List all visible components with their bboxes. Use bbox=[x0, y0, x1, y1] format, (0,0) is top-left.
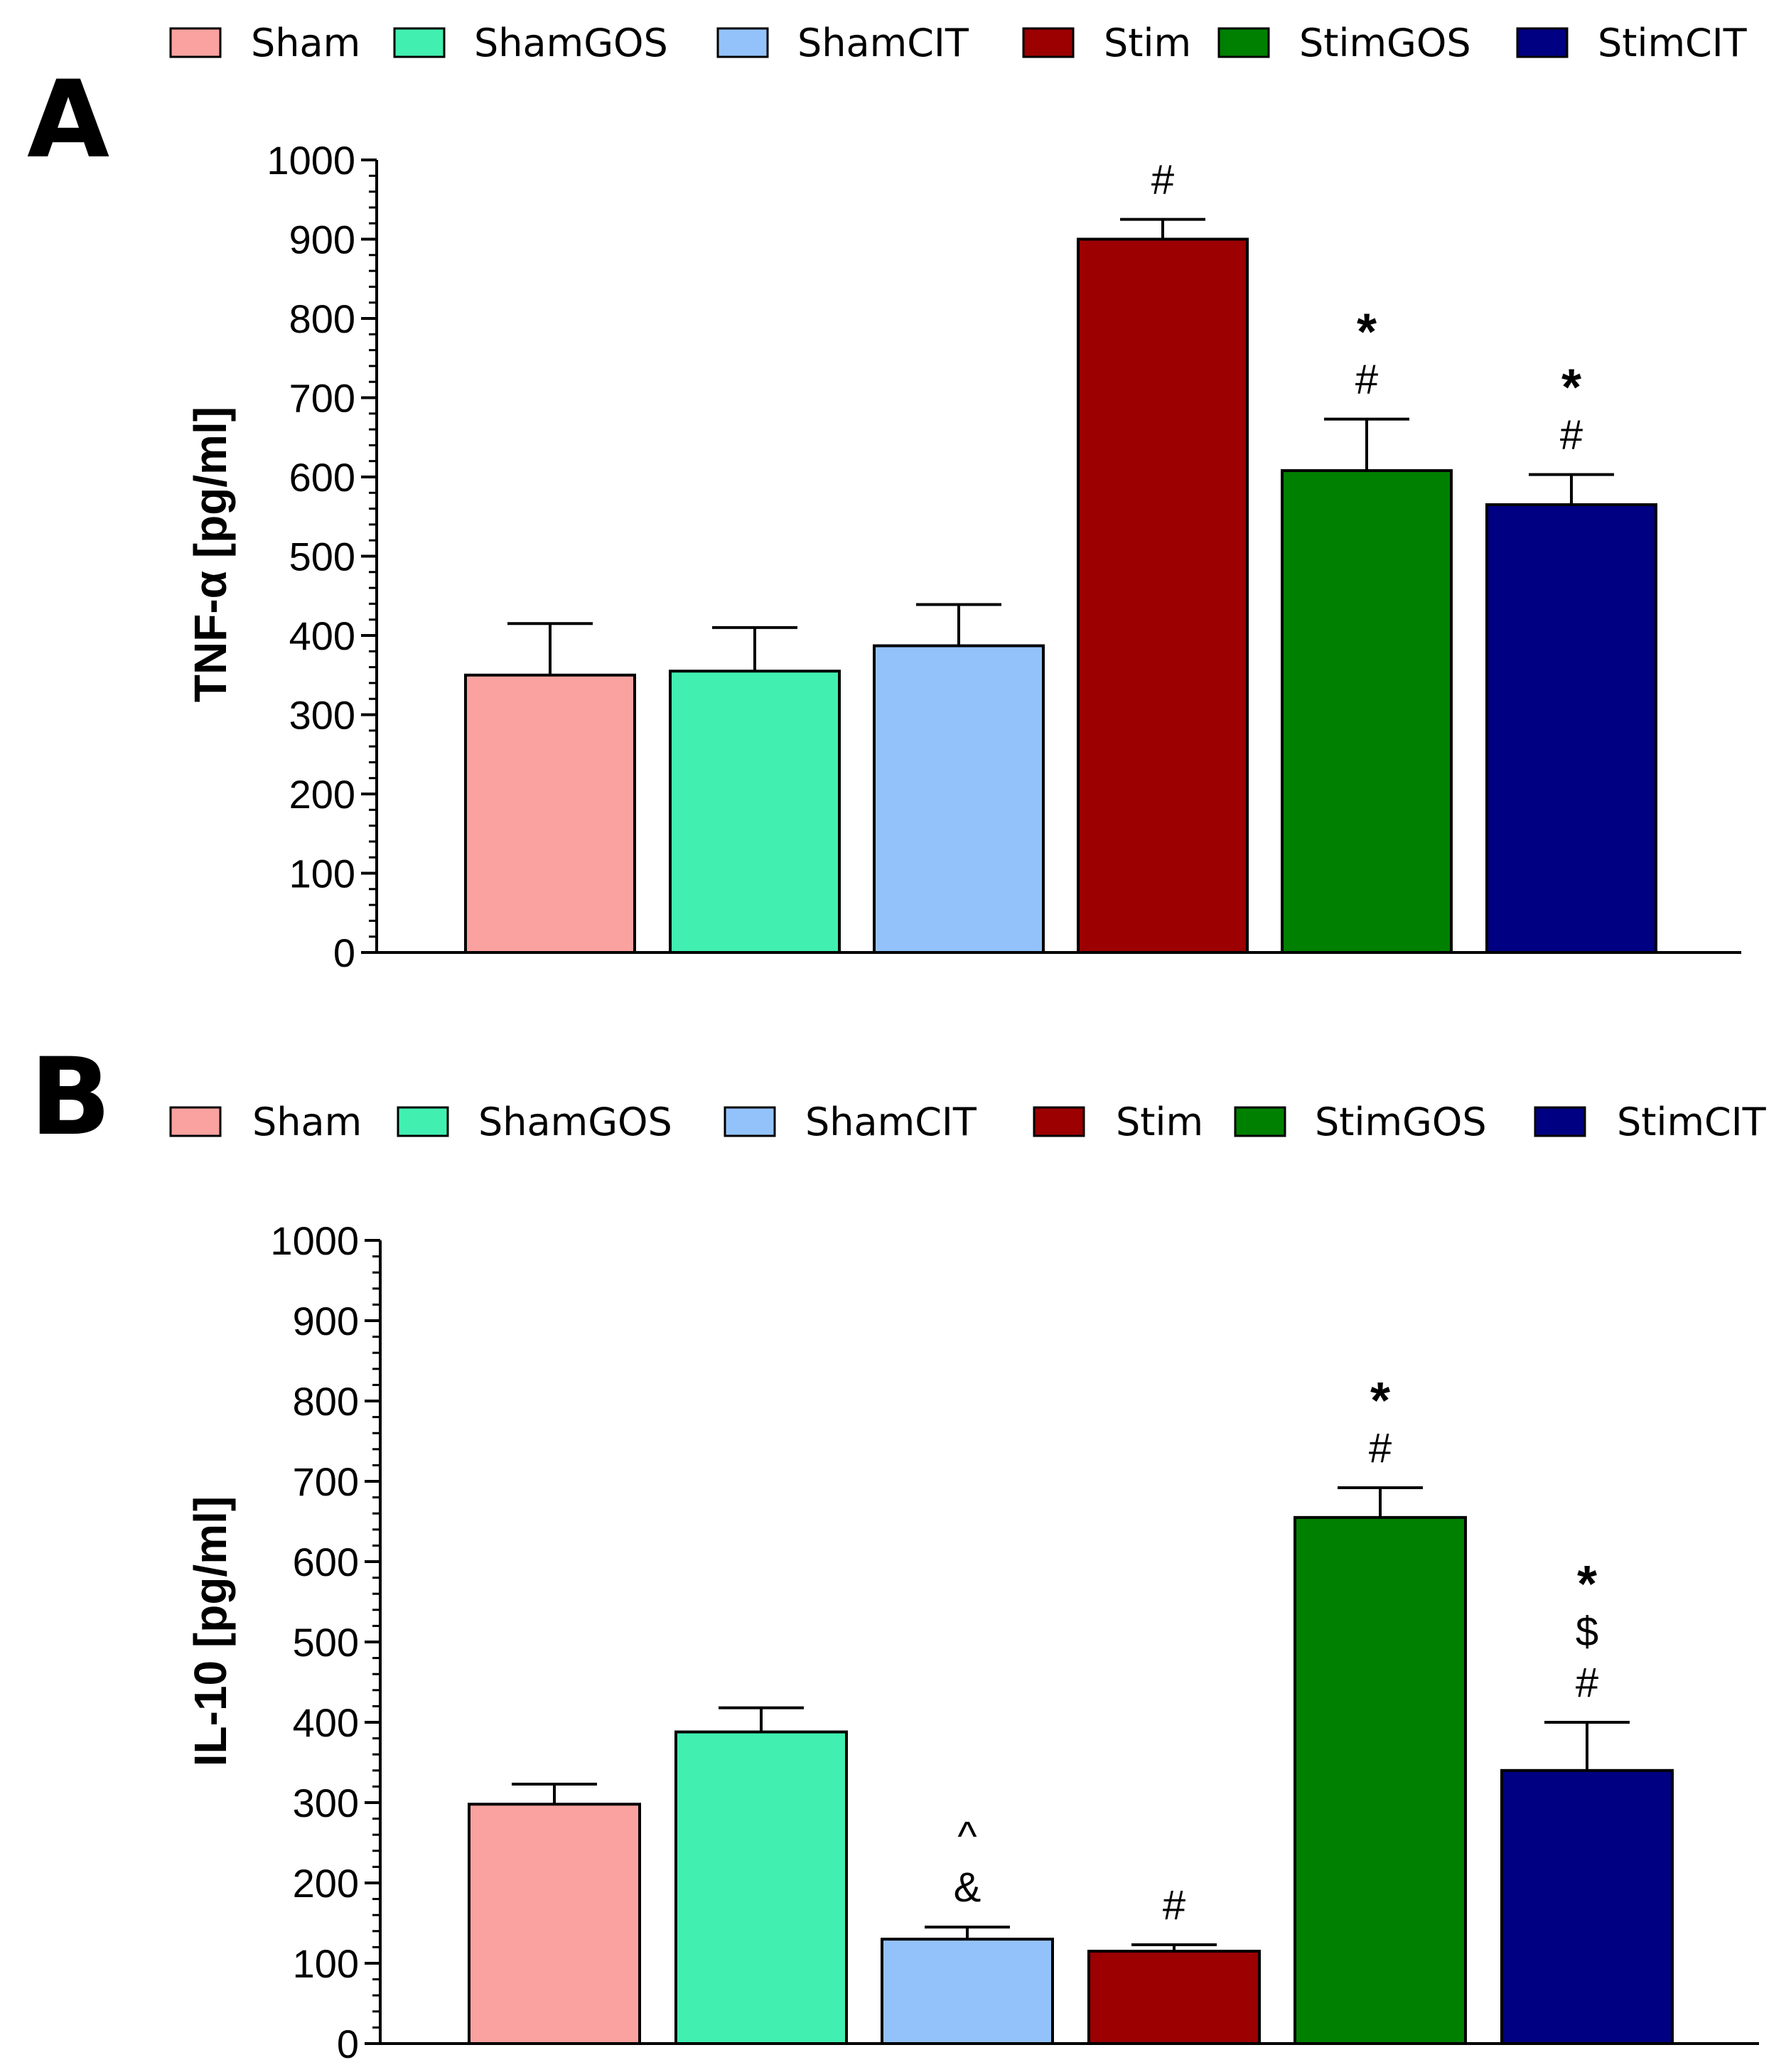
panel-a-legend-swatch bbox=[169, 27, 222, 58]
panel-a-significance-mark: * bbox=[1357, 304, 1377, 361]
panel-b-legend-swatch bbox=[724, 1106, 776, 1137]
panel-b-legend-swatch bbox=[397, 1106, 449, 1137]
panel-a-tick-label: 700 bbox=[289, 376, 355, 421]
panel-b-legend-swatch bbox=[1033, 1106, 1085, 1137]
panel-b-legend: Sham ShamGOS ShamCIT Stim StimGOS StimCIT bbox=[169, 1100, 1767, 1144]
panel-b-bar-stim bbox=[1087, 1950, 1261, 2046]
panel-a-legend-label: StimCIT bbox=[1598, 21, 1748, 65]
panel-a-legend-swatch bbox=[1516, 27, 1569, 58]
panel-a-bar-stimgos bbox=[1281, 469, 1453, 954]
panel-a-bar-stim bbox=[1077, 237, 1249, 954]
panel-a-y-axis-label: TNF-α [pg/ml] bbox=[185, 407, 236, 702]
panel-b-bar-stimgos bbox=[1294, 1515, 1467, 2046]
panel-a-legend-label: Stim bbox=[1104, 21, 1191, 65]
panel-b-tick-label: 900 bbox=[293, 1299, 359, 1343]
panel-b-bar-shamgos bbox=[674, 1730, 848, 2046]
panel-b-letter: B bbox=[30, 1036, 111, 1159]
panel-a-tick-label: 100 bbox=[289, 852, 355, 896]
panel-b-tick-label: 800 bbox=[293, 1379, 359, 1424]
panel-b-legend-label: ShamCIT bbox=[805, 1100, 977, 1144]
panel-a-legend-swatch bbox=[716, 27, 769, 58]
panel-a-annotations: ##*#* bbox=[1151, 157, 1583, 458]
panel-a-bar-stimcit bbox=[1485, 503, 1657, 954]
panel-a-bars bbox=[464, 218, 1657, 954]
panel-b-tick-label: 400 bbox=[293, 1700, 359, 1745]
panel-b-legend-label: Sham bbox=[252, 1100, 362, 1144]
panel-a-letter: A bbox=[27, 58, 109, 182]
panel-a-legend-label: Sham bbox=[251, 21, 360, 65]
panel-b-annotations: &^##*#$* bbox=[954, 1373, 1598, 1928]
panel-b-tick-label: 500 bbox=[293, 1620, 359, 1665]
panel-b-bar-sham bbox=[468, 1803, 641, 2045]
panel-a-tick-label: 0 bbox=[333, 930, 355, 975]
panel-b-significance-mark: # bbox=[1576, 1660, 1598, 1706]
panel-a-tick-label: 800 bbox=[289, 296, 355, 341]
panel-a: A Sham ShamGOS ShamCIT Stim StimGOS StimCIT T… bbox=[27, 21, 1748, 975]
panel-a-tick-label: 200 bbox=[289, 772, 355, 817]
panel-b-significance-mark: # bbox=[1369, 1425, 1392, 1471]
panel-b-tick-label: 300 bbox=[293, 1781, 359, 1825]
panel-b-significance-mark: * bbox=[1577, 1556, 1597, 1613]
panel-a-bar-sham bbox=[464, 673, 636, 954]
panel-a-tick-label: 1000 bbox=[267, 138, 355, 183]
panel-a-legend-swatch bbox=[1022, 27, 1075, 58]
panel-b-y-axis: 0 100 200 300 400 500 600 700 800 900 1000 bbox=[270, 1218, 1759, 2066]
panel-b-tick-label: 1000 bbox=[270, 1218, 359, 1263]
panel-b-tick-label: 100 bbox=[293, 1941, 359, 1986]
panel-b-significance-mark: $ bbox=[1576, 1609, 1598, 1655]
panel-a-tick-label: 900 bbox=[289, 218, 355, 262]
panel-b-y-axis-label: IL-10 [pg/ml] bbox=[185, 1496, 236, 1766]
panel-a-significance-mark: * bbox=[1561, 360, 1581, 417]
panel-b-legend-swatch bbox=[169, 1106, 222, 1137]
panel-a-bar-shamgos bbox=[669, 670, 841, 954]
panel-a-bar-shamcit bbox=[873, 644, 1045, 954]
panel-a-legend-label: StimGOS bbox=[1299, 21, 1471, 65]
panel-a-significance-mark: # bbox=[1355, 357, 1378, 403]
panel-a-tick-label: 500 bbox=[289, 535, 355, 579]
panel-b-bar-stimcit bbox=[1500, 1768, 1674, 2046]
panel-b-tick-label: 700 bbox=[293, 1459, 359, 1504]
panel-b-legend-label: ShamGOS bbox=[478, 1100, 672, 1144]
panel-b-significance-mark: ^ bbox=[957, 1813, 977, 1859]
panel-b-legend-swatch bbox=[1234, 1106, 1286, 1137]
panel-a-tick-label: 600 bbox=[289, 455, 355, 500]
panel-a-tick-label: 300 bbox=[289, 693, 355, 738]
panel-b-tick-label: 200 bbox=[293, 1861, 359, 1906]
panel-b-legend-label: StimGOS bbox=[1315, 1100, 1487, 1144]
panel-a-tick-label: 400 bbox=[289, 613, 355, 658]
panel-b-legend-label: Stim bbox=[1116, 1100, 1203, 1144]
panel-b-legend-label: StimCIT bbox=[1617, 1100, 1767, 1144]
panel-a-legend-swatch bbox=[1217, 27, 1270, 58]
panel-b-tick-label: 600 bbox=[293, 1540, 359, 1584]
panel-a-legend-label: ShamGOS bbox=[474, 21, 668, 65]
panel-b-bar-shamcit bbox=[881, 1938, 1054, 2046]
panel-b-tick-label: 0 bbox=[337, 2022, 359, 2066]
panel-b-significance-mark: # bbox=[1163, 1882, 1185, 1928]
panel-b-bars bbox=[468, 1486, 1674, 2046]
panel-a-significance-mark: # bbox=[1151, 157, 1174, 203]
panel-a-legend-label: ShamCIT bbox=[797, 21, 969, 65]
panel-b-significance-mark: * bbox=[1370, 1373, 1390, 1429]
panel-a-legend-swatch bbox=[393, 27, 446, 58]
panel-a-significance-mark: # bbox=[1560, 412, 1583, 458]
panel-b: B Sham ShamGOS ShamCIT Stim StimGOS StimCIT I… bbox=[30, 1036, 1767, 2066]
panel-a-legend: Sham ShamGOS ShamCIT Stim StimGOS StimCIT bbox=[169, 21, 1748, 65]
panel-b-significance-mark: & bbox=[954, 1864, 981, 1911]
panel-b-legend-swatch bbox=[1534, 1106, 1586, 1137]
